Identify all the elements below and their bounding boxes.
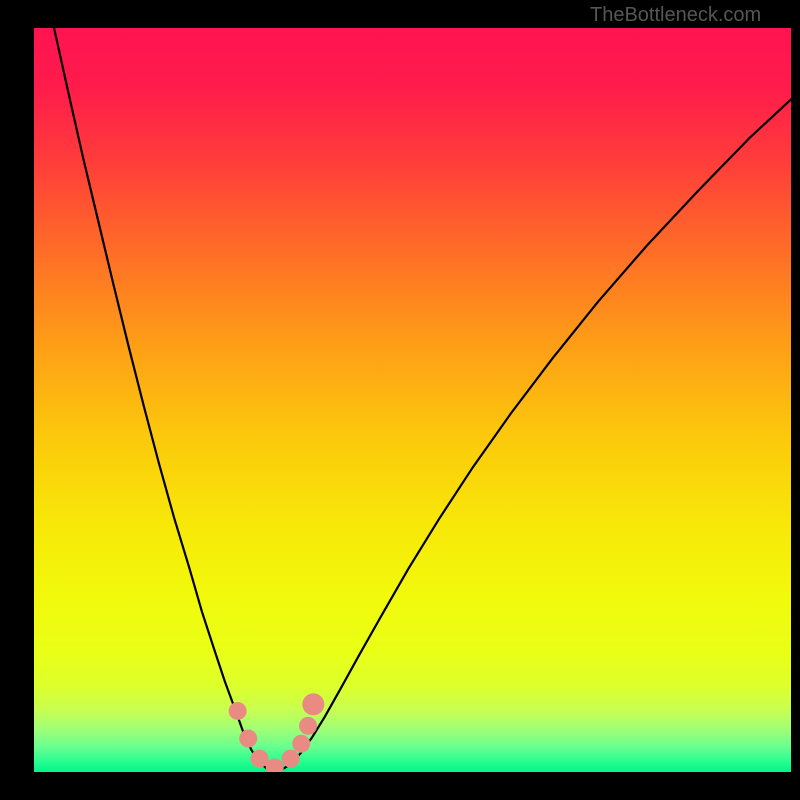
marker-0 [229,702,247,720]
marker-1 [239,730,257,748]
bottleneck-chart [34,28,791,772]
watermark-text: TheBottleneck.com [590,4,761,27]
chart-svg [34,28,791,772]
marker-2 [251,750,269,768]
marker-4 [282,750,300,768]
marker-7 [302,693,324,715]
marker-5 [292,735,310,753]
marker-6 [299,717,317,735]
chart-background [34,28,791,772]
